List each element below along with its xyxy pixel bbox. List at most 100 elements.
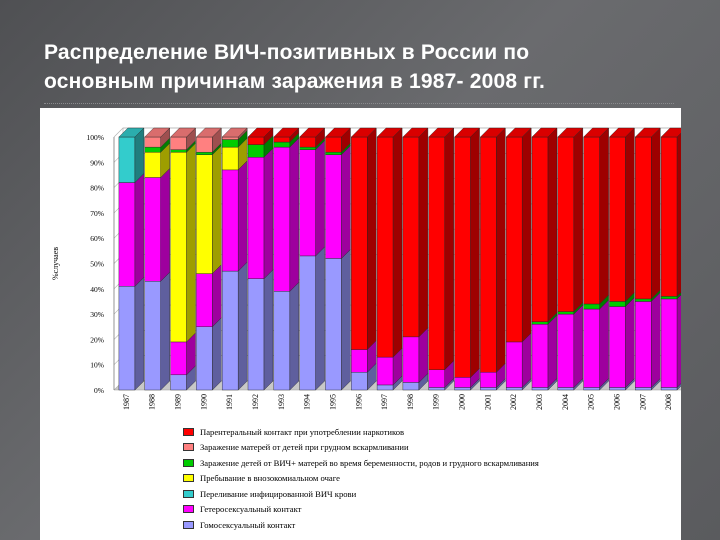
bar-top: [376, 127, 403, 138]
bar-segment-side: [599, 127, 609, 305]
bar-segment: [660, 387, 678, 391]
x-tick-label: 1993: [277, 394, 286, 410]
bar-segment: [144, 146, 161, 153]
bar-segment: [660, 296, 678, 300]
x-tick-label: 2004: [561, 394, 570, 410]
legend-label: Парентеральный контакт при употреблении …: [200, 426, 405, 437]
bar-segment: [583, 303, 600, 310]
bar-segment-side: [237, 261, 248, 391]
bar-segment: [557, 313, 575, 388]
bar-segment-side: [134, 276, 145, 391]
bar-segment-side: [263, 147, 274, 280]
bar-segment: [583, 308, 600, 388]
legend-swatch: [183, 505, 194, 514]
legend-swatch: [183, 474, 194, 483]
bar-segment-side: [676, 294, 681, 388]
bar-segment-side: [212, 264, 222, 328]
bar-segment: [299, 136, 316, 148]
bar-segment-side: [444, 127, 454, 371]
bar-segment-side: [392, 127, 403, 358]
y-tick-label: 70%: [90, 209, 104, 218]
bar-top: [402, 127, 429, 138]
bar-top: [170, 127, 197, 138]
bar-top: [144, 127, 171, 138]
bar-segment: [428, 369, 445, 388]
bar-segment: [325, 258, 342, 391]
bar-segment-side: [521, 332, 532, 388]
title-divider: [44, 103, 674, 104]
gridline-depth: [113, 127, 124, 138]
x-tick-label: 2002: [509, 394, 518, 410]
x-tick-label: 1987: [122, 394, 131, 410]
x-tick-label: 1997: [380, 394, 389, 410]
bar-segment: [609, 387, 626, 391]
bar-top: [660, 127, 681, 138]
y-tick-label: 80%: [90, 184, 104, 193]
x-tick-label: 2003: [535, 394, 544, 410]
bar-segment: [325, 151, 342, 155]
bar-segment: [196, 326, 213, 391]
bar-segment: [351, 349, 368, 373]
legend-item: Заражение детей от ВИЧ+ матерей во время…: [183, 455, 663, 471]
bar-top: [479, 127, 506, 138]
bar-segment-side: [418, 127, 429, 338]
bar-segment-side: [341, 145, 351, 259]
bar-segment: [247, 144, 265, 158]
bar-segment-side: [263, 269, 274, 391]
bar-top: [247, 127, 274, 138]
bar-segment: [118, 136, 136, 183]
bar-segment: [273, 141, 291, 148]
bar-segment: [376, 356, 394, 386]
bar-segment: [273, 146, 291, 292]
slide-title: Распределение ВИЧ-позитивных в России по…: [44, 38, 684, 96]
bar-segment: [376, 384, 394, 391]
legend-item: Переливание инфицированной ВИЧ крови: [183, 486, 663, 502]
bar-segment-side: [212, 145, 222, 275]
bar-segment-side: [521, 127, 532, 343]
legend-label: Переливание инфицированной ВИЧ крови: [200, 488, 357, 499]
bar-segment-side: [289, 281, 300, 391]
x-tick-label: 1994: [303, 394, 312, 410]
bar-segment: [480, 372, 497, 388]
bar-segment: [531, 136, 549, 322]
bar-segment: [635, 136, 652, 300]
bar-segment: [351, 136, 368, 350]
bar-segment: [454, 387, 471, 391]
bar-segment-side: [573, 304, 584, 388]
bar-segment-side: [547, 127, 558, 323]
legend-swatch: [183, 443, 194, 452]
bar-segment: [170, 136, 187, 150]
x-tick-label: 1996: [354, 394, 363, 410]
bar-segment-side: [134, 127, 145, 184]
chart-legend: Парентеральный контакт при употреблении …: [183, 424, 663, 533]
bar-segment-side: [367, 127, 377, 351]
bar-top: [273, 127, 300, 138]
bar-segment: [170, 341, 187, 376]
y-tick-label: 100%: [87, 133, 105, 142]
bar-top: [557, 127, 584, 138]
bar-segment: [609, 136, 626, 302]
bar-segment: [454, 136, 471, 378]
legend-item: Заражение матерей от детей при грудном в…: [183, 440, 663, 456]
legend-swatch: [183, 458, 194, 467]
bar-segment: [635, 298, 652, 302]
x-tick-label: 1991: [225, 394, 234, 410]
bar-segment: [221, 136, 239, 140]
x-tick-label: 1988: [148, 394, 157, 410]
legend-swatch: [183, 427, 194, 436]
bar-segment: [531, 387, 549, 391]
bar-segment: [583, 387, 600, 391]
bar-segment: [196, 136, 213, 153]
bar-segment: [402, 336, 420, 383]
y-tick-label: 40%: [90, 285, 104, 294]
bar-segment: [196, 273, 213, 327]
bar-segment: [351, 372, 368, 391]
bar-segment: [480, 136, 497, 373]
bar-top: [324, 127, 351, 138]
bar-segment-side: [315, 140, 325, 257]
bar-segment: [609, 301, 626, 307]
bar-segment: [583, 136, 600, 305]
x-tick-label: 1989: [174, 394, 183, 410]
bar-segment: [635, 387, 652, 391]
bar-segment: [428, 136, 445, 370]
